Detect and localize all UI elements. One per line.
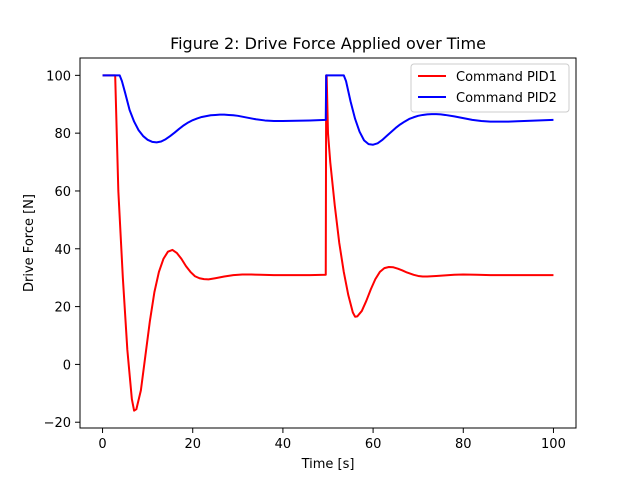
x-tick-label: 100 — [541, 437, 566, 452]
x-tick-label: 40 — [275, 437, 292, 452]
y-tick-label: 40 — [54, 243, 71, 258]
series-line-command-pid1 — [102, 74, 554, 412]
y-tick-label: 60 — [54, 185, 71, 200]
plot-area — [79, 57, 577, 429]
legend-box — [410, 63, 570, 113]
x-tick-label: 80 — [455, 437, 472, 452]
series-line-command-pid2 — [102, 74, 554, 146]
x-tick-label: 20 — [184, 437, 201, 452]
y-tick-label: 20 — [54, 301, 71, 316]
plot-frame — [79, 57, 577, 429]
x-axis: 0 20 40 60 80 100 — [98, 428, 566, 452]
y-axis: −20 0 20 40 60 80 100 — [44, 69, 80, 431]
x-tick-label: 60 — [365, 437, 382, 452]
legend: Command PID1 Command PID2 — [410, 63, 570, 113]
x-tick-label: 0 — [98, 437, 106, 452]
x-axis-title: Time [s] — [301, 457, 355, 472]
y-tick-label: 100 — [46, 69, 71, 84]
chart-title: Figure 2: Drive Force Applied over Time — [170, 34, 486, 53]
y-axis-title: Drive Force [N] — [22, 194, 37, 292]
legend-label-command-pid2: Command PID2 — [456, 91, 557, 106]
series-layer — [102, 74, 554, 412]
y-tick-label: 80 — [54, 127, 71, 142]
y-tick-label: −20 — [44, 416, 71, 431]
legend-label-command-pid1: Command PID1 — [456, 70, 557, 85]
y-tick-label: 0 — [63, 358, 71, 373]
